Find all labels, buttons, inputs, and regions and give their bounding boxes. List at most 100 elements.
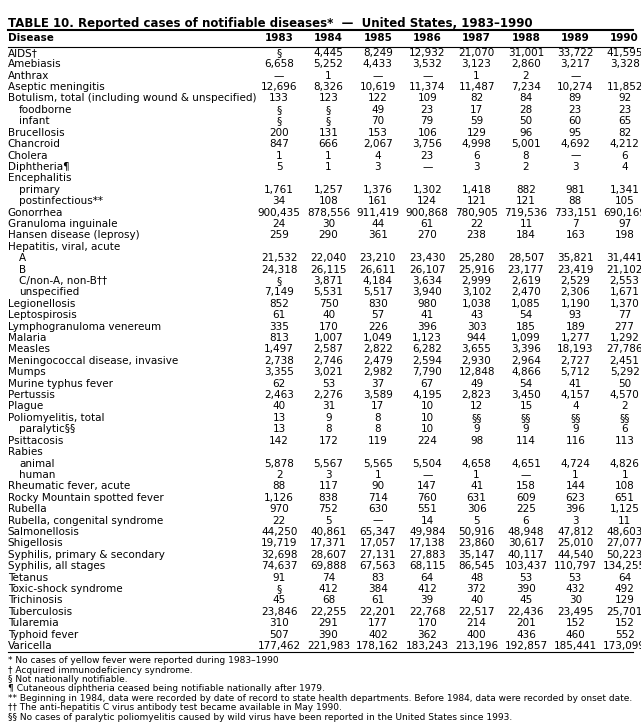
Text: 277: 277 xyxy=(615,322,635,331)
Text: 68: 68 xyxy=(322,595,335,605)
Text: 396: 396 xyxy=(417,322,437,331)
Text: Diphtheria¶: Diphtheria¶ xyxy=(8,162,69,172)
Text: human: human xyxy=(19,470,56,480)
Text: 23,430: 23,430 xyxy=(409,253,445,263)
Text: 5,001: 5,001 xyxy=(511,139,541,149)
Text: 900,868: 900,868 xyxy=(406,207,449,218)
Text: 4,692: 4,692 xyxy=(560,139,590,149)
Text: Aseptic meningitis: Aseptic meningitis xyxy=(8,82,104,92)
Text: foodborne: foodborne xyxy=(19,105,72,115)
Text: 1: 1 xyxy=(473,70,480,80)
Text: * No cases of yellow fever were reported during 1983–1990: * No cases of yellow fever were reported… xyxy=(8,656,278,665)
Text: 134,255: 134,255 xyxy=(603,561,641,571)
Text: Trichinosis: Trichinosis xyxy=(8,595,62,605)
Text: 1,125: 1,125 xyxy=(610,504,640,514)
Text: 631: 631 xyxy=(467,493,487,502)
Text: 2,587: 2,587 xyxy=(313,344,344,355)
Text: 44,250: 44,250 xyxy=(261,527,297,537)
Text: 26,611: 26,611 xyxy=(360,265,396,275)
Text: 1,376: 1,376 xyxy=(363,185,393,195)
Text: 4,570: 4,570 xyxy=(610,390,640,400)
Text: 3: 3 xyxy=(572,162,579,172)
Text: 6: 6 xyxy=(621,151,628,160)
Text: 35,821: 35,821 xyxy=(557,253,594,263)
Text: 86,545: 86,545 xyxy=(458,561,495,571)
Text: Cholera: Cholera xyxy=(8,151,48,160)
Text: 44: 44 xyxy=(371,219,385,229)
Text: 362: 362 xyxy=(417,629,437,639)
Text: 61: 61 xyxy=(371,595,385,605)
Text: 124: 124 xyxy=(417,196,437,206)
Text: §§: §§ xyxy=(619,413,630,423)
Text: 690,169: 690,169 xyxy=(603,207,641,218)
Text: animal: animal xyxy=(19,458,54,468)
Text: 224: 224 xyxy=(417,436,437,446)
Text: 200: 200 xyxy=(269,128,289,138)
Text: 8: 8 xyxy=(522,151,529,160)
Text: 50: 50 xyxy=(618,378,631,389)
Text: 10: 10 xyxy=(420,402,434,412)
Text: 103,437: 103,437 xyxy=(504,561,547,571)
Text: 23: 23 xyxy=(420,151,434,160)
Text: —: — xyxy=(520,470,531,480)
Text: 109: 109 xyxy=(417,94,437,104)
Text: 96: 96 xyxy=(519,128,533,138)
Text: 9: 9 xyxy=(572,424,579,434)
Text: 1987: 1987 xyxy=(462,33,491,43)
Text: 22,040: 22,040 xyxy=(310,253,347,263)
Text: 1,007: 1,007 xyxy=(313,333,344,343)
Text: §: § xyxy=(276,48,282,58)
Text: 270: 270 xyxy=(417,231,437,241)
Text: 40: 40 xyxy=(272,402,286,412)
Text: 62: 62 xyxy=(272,378,286,389)
Text: 3,655: 3,655 xyxy=(462,344,492,355)
Text: —: — xyxy=(372,515,383,526)
Text: 552: 552 xyxy=(615,629,635,639)
Text: 3,940: 3,940 xyxy=(412,287,442,297)
Text: 214: 214 xyxy=(467,618,487,629)
Text: Leptospirosis: Leptospirosis xyxy=(8,310,76,320)
Text: 40,117: 40,117 xyxy=(508,550,544,560)
Text: 35,147: 35,147 xyxy=(458,550,495,560)
Text: 17: 17 xyxy=(371,402,385,412)
Text: 40: 40 xyxy=(470,595,483,605)
Text: 623: 623 xyxy=(565,493,585,502)
Text: 183,243: 183,243 xyxy=(406,641,449,651)
Text: 4: 4 xyxy=(621,162,628,172)
Text: 213,196: 213,196 xyxy=(455,641,498,651)
Text: 153: 153 xyxy=(368,128,388,138)
Text: 82: 82 xyxy=(618,128,631,138)
Text: Rheumatic fever, acute: Rheumatic fever, acute xyxy=(8,481,130,492)
Text: 2,823: 2,823 xyxy=(462,390,492,400)
Text: 6: 6 xyxy=(473,151,480,160)
Text: 1,302: 1,302 xyxy=(412,185,442,195)
Text: 114: 114 xyxy=(516,436,536,446)
Text: 2,999: 2,999 xyxy=(462,276,492,286)
Text: 50,223: 50,223 xyxy=(606,550,641,560)
Text: —: — xyxy=(422,470,433,480)
Text: 384: 384 xyxy=(368,584,388,594)
Text: 192,857: 192,857 xyxy=(504,641,547,651)
Text: 2,306: 2,306 xyxy=(560,287,590,297)
Text: 21,532: 21,532 xyxy=(261,253,297,263)
Text: 65,347: 65,347 xyxy=(360,527,396,537)
Text: 2,553: 2,553 xyxy=(610,276,640,286)
Text: 177,462: 177,462 xyxy=(258,641,301,651)
Text: 17,057: 17,057 xyxy=(360,539,396,548)
Text: 84: 84 xyxy=(519,94,533,104)
Text: Hansen disease (leprosy): Hansen disease (leprosy) xyxy=(8,231,139,241)
Text: 152: 152 xyxy=(615,618,635,629)
Text: 201: 201 xyxy=(516,618,536,629)
Text: 226: 226 xyxy=(368,322,388,331)
Text: 13: 13 xyxy=(272,424,286,434)
Text: 666: 666 xyxy=(319,139,338,149)
Text: 163: 163 xyxy=(565,231,585,241)
Text: 432: 432 xyxy=(565,584,585,594)
Text: §: § xyxy=(326,105,331,115)
Text: 2,276: 2,276 xyxy=(313,390,344,400)
Text: 3,634: 3,634 xyxy=(412,276,442,286)
Text: 5,712: 5,712 xyxy=(560,368,590,377)
Text: ¶ Cutaneous diphtheria ceased being notifiable nationally after 1979.: ¶ Cutaneous diphtheria ceased being noti… xyxy=(8,684,324,693)
Text: 2,727: 2,727 xyxy=(560,356,590,366)
Text: 177: 177 xyxy=(368,618,388,629)
